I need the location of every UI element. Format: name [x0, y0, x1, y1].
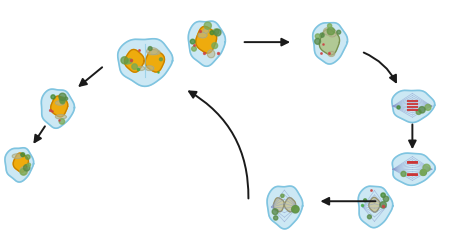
- Polygon shape: [5, 148, 34, 182]
- Polygon shape: [392, 153, 435, 185]
- Polygon shape: [148, 47, 152, 51]
- Polygon shape: [267, 186, 303, 229]
- Polygon shape: [273, 198, 284, 212]
- Polygon shape: [59, 93, 66, 100]
- Polygon shape: [328, 51, 335, 56]
- Polygon shape: [118, 39, 173, 86]
- Polygon shape: [137, 66, 145, 70]
- Polygon shape: [145, 50, 164, 72]
- Polygon shape: [383, 196, 389, 202]
- Polygon shape: [64, 97, 68, 100]
- Polygon shape: [315, 34, 320, 39]
- Polygon shape: [292, 205, 299, 213]
- Polygon shape: [190, 39, 195, 44]
- Polygon shape: [41, 89, 74, 128]
- Polygon shape: [328, 29, 337, 37]
- Polygon shape: [419, 107, 425, 113]
- Polygon shape: [397, 106, 400, 109]
- Polygon shape: [323, 28, 331, 35]
- Polygon shape: [127, 59, 132, 64]
- Polygon shape: [203, 29, 209, 33]
- Polygon shape: [196, 26, 217, 53]
- Polygon shape: [364, 199, 366, 202]
- Polygon shape: [281, 194, 284, 197]
- Polygon shape: [425, 104, 431, 110]
- Polygon shape: [327, 27, 335, 35]
- Polygon shape: [420, 170, 426, 176]
- Polygon shape: [272, 209, 278, 215]
- Polygon shape: [12, 154, 22, 158]
- Polygon shape: [416, 110, 421, 114]
- Polygon shape: [210, 31, 214, 35]
- Polygon shape: [381, 193, 385, 197]
- Polygon shape: [24, 165, 30, 171]
- Polygon shape: [146, 48, 158, 55]
- Polygon shape: [214, 29, 221, 36]
- Polygon shape: [60, 97, 65, 102]
- Polygon shape: [146, 66, 154, 70]
- Polygon shape: [380, 202, 386, 208]
- Polygon shape: [59, 119, 64, 124]
- Polygon shape: [198, 33, 207, 38]
- Polygon shape: [26, 155, 30, 159]
- Polygon shape: [159, 58, 163, 61]
- Polygon shape: [27, 163, 30, 166]
- Polygon shape: [337, 30, 341, 34]
- Polygon shape: [284, 198, 296, 212]
- Polygon shape: [13, 153, 28, 172]
- Polygon shape: [121, 57, 128, 64]
- Polygon shape: [420, 169, 427, 175]
- Polygon shape: [188, 21, 225, 66]
- Polygon shape: [204, 22, 211, 29]
- Polygon shape: [319, 29, 339, 55]
- Polygon shape: [315, 38, 320, 44]
- Polygon shape: [273, 216, 278, 220]
- Polygon shape: [292, 206, 299, 212]
- Polygon shape: [369, 197, 380, 212]
- Polygon shape: [20, 168, 27, 175]
- Polygon shape: [132, 64, 137, 69]
- Polygon shape: [328, 24, 332, 28]
- Polygon shape: [392, 90, 435, 123]
- Polygon shape: [358, 186, 393, 228]
- Polygon shape: [55, 101, 64, 105]
- Polygon shape: [191, 46, 196, 51]
- Polygon shape: [313, 23, 347, 64]
- Polygon shape: [367, 215, 372, 219]
- Polygon shape: [125, 49, 144, 72]
- Polygon shape: [213, 29, 219, 35]
- Polygon shape: [55, 115, 66, 119]
- Polygon shape: [125, 60, 129, 64]
- Polygon shape: [401, 171, 406, 176]
- Polygon shape: [60, 99, 65, 104]
- Polygon shape: [320, 33, 324, 37]
- Polygon shape: [423, 164, 430, 172]
- Polygon shape: [207, 50, 215, 58]
- Polygon shape: [151, 50, 160, 55]
- Polygon shape: [20, 167, 28, 175]
- Polygon shape: [51, 96, 68, 117]
- Polygon shape: [21, 153, 25, 157]
- Polygon shape: [212, 43, 218, 49]
- Polygon shape: [51, 95, 55, 99]
